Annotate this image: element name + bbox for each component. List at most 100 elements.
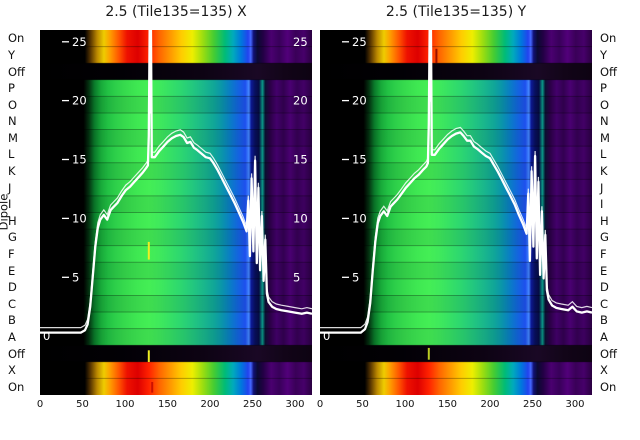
dipole-row-label: G (8, 230, 17, 245)
dipole-row-label: P (8, 81, 15, 96)
dipole-row-label: On (8, 379, 25, 394)
dipole-row-label: Off (8, 64, 25, 79)
heatmap-panel-y: 25 20 15 10 5 0 (320, 30, 592, 395)
y-tick-label: 15 (72, 153, 87, 167)
dipole-row-label: B (600, 313, 608, 328)
dipole-row-label: I (8, 197, 12, 212)
heatmap-row (320, 345, 592, 363)
dipole-row-label: L (8, 147, 15, 162)
heatmap-row (40, 278, 312, 296)
dipole-row-label: D (600, 280, 609, 295)
panel-title-y: 2.5 (Tile135=135) Y (385, 4, 527, 20)
heatmap-row (40, 162, 312, 180)
heatmap-row (320, 245, 592, 263)
heatmap-row (40, 63, 312, 81)
heatmap-row (40, 112, 312, 130)
heatmap-row (40, 295, 312, 313)
dipole-row-label: H (600, 213, 609, 228)
heatmap-row (40, 361, 312, 379)
dipole-row-label: J (600, 180, 604, 195)
heatmap-row (40, 179, 312, 197)
dipole-row-label: C (8, 296, 17, 311)
dipole-row-label: On (600, 379, 617, 394)
heatmap-row (40, 229, 312, 247)
dipole-row-label: N (600, 114, 609, 129)
y-zero-label: 0 (43, 329, 50, 343)
y-tick-label-right: 15 (293, 153, 308, 167)
heatmap-row (40, 129, 312, 147)
heatmap-row (40, 245, 312, 263)
dipole-row-label: B (8, 313, 16, 328)
heatmap-row (320, 96, 592, 114)
dipole-row-label: Off (8, 346, 25, 361)
y-tick-label-right: 10 (293, 211, 308, 225)
x-tick-label: 100 (115, 399, 135, 410)
heatmap-row (40, 328, 312, 346)
dipole-row-label: On (600, 31, 617, 46)
dipole-row-label: Off (600, 64, 617, 79)
x-tick-label: 250 (522, 399, 543, 410)
y-tick-label: 5 (72, 270, 79, 284)
dipole-row-label: Y (8, 47, 16, 62)
dipole-row-label: O (600, 97, 610, 112)
spectrum-curve (40, 30, 312, 334)
heatmap-row (320, 229, 592, 247)
dipole-row-label: D (8, 280, 17, 295)
y-tick-label: 25 (72, 35, 87, 49)
x-tick-label: 0 (316, 399, 324, 410)
heatmap-row (320, 312, 592, 330)
dipole-row-label: K (600, 164, 608, 178)
dipole-row-label: F (600, 247, 607, 261)
dipole-row-label: M (600, 130, 610, 145)
dipole-row-label: J (8, 180, 12, 195)
x-tick-label: 0 (36, 399, 44, 410)
spectrum-curve-secondary (40, 30, 312, 329)
y-tick-label: 5 (352, 270, 359, 284)
dipole-row-label: E (600, 263, 608, 278)
dipole-row-label: L (600, 147, 607, 162)
heatmap-row (40, 96, 312, 114)
heatmap-row (40, 345, 312, 363)
x-tick-label: 50 (76, 399, 89, 410)
heatmap-row (40, 195, 312, 213)
dipole-row-label: Y (600, 47, 608, 62)
heatmap-row (40, 378, 312, 395)
x-tick-label: 50 (356, 399, 369, 410)
dipole-row-label: H (8, 213, 17, 228)
y-tick-label: 25 (352, 35, 367, 49)
heatmap-row (320, 79, 592, 97)
x-tick-label: 250 (242, 399, 263, 410)
x-tick-label: 100 (395, 399, 415, 410)
dipole-row-label: N (8, 114, 17, 129)
y-tick-label-right: 25 (293, 35, 308, 49)
heatmap-row (40, 46, 312, 64)
x-tick-label: 150 (157, 399, 178, 410)
heatmap-row (320, 46, 592, 64)
dipole-row-label: K (8, 164, 16, 178)
dipole-row-label: G (600, 230, 609, 245)
heatmap-row (320, 63, 592, 81)
heatmap-row (320, 361, 592, 379)
x-tick-label: 200 (200, 399, 220, 410)
heatmap-row (320, 162, 592, 180)
y-tick-label: 15 (352, 153, 367, 167)
y-tick-label: 20 (72, 94, 87, 108)
dipole-row-label: M (8, 130, 18, 145)
heatmap-svg: 25 20 15 10 5 0 (320, 30, 592, 395)
y-tick-label-right: 20 (293, 94, 308, 108)
heatmap-row (320, 278, 592, 296)
heatmap-row (320, 262, 592, 280)
dipole-row-label: On (8, 31, 25, 46)
y-tick-label-right: 5 (293, 270, 300, 284)
heatmap-row (320, 179, 592, 197)
heatmap-row (320, 30, 592, 47)
heatmap-svg: 25 20 15 10 5 0 25 20 15 10 5 (40, 30, 312, 395)
heatmap-row (320, 295, 592, 313)
dipole-row-label: I (600, 197, 604, 212)
heatmap-row (320, 328, 592, 346)
x-tick-label: 150 (437, 399, 458, 410)
x-tick-label: 300 (565, 399, 585, 410)
heatmap-row (40, 146, 312, 164)
panel-title-x: 2.5 (Tile135=135) X (105, 4, 247, 20)
